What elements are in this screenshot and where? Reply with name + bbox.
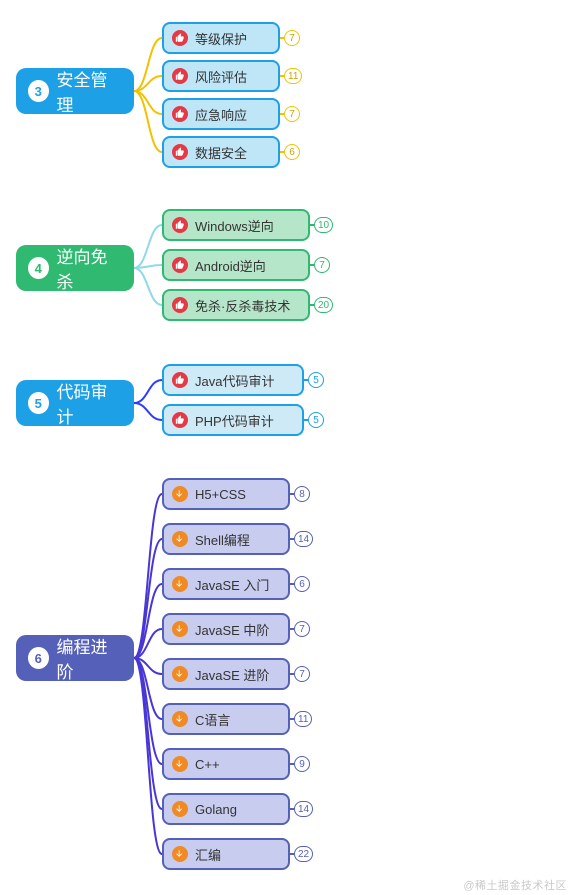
child-node[interactable]: Android逆向 [162,249,310,281]
arrow-up-icon [172,666,188,682]
child-node[interactable]: 汇编 [162,838,290,870]
child-label: JavaSE 入门 [195,575,269,594]
child-label: JavaSE 进阶 [195,665,269,684]
count-badge: 5 [308,412,324,428]
thumb-up-icon [172,297,188,313]
arrow-up-icon [172,756,188,772]
count-badge: 14 [294,801,313,817]
parent-label: 编程进阶 [57,633,120,683]
parent-number-badge: 6 [28,647,49,669]
child-label: H5+CSS [195,487,246,502]
child-node[interactable]: 免杀·反杀毒技术 [162,289,310,321]
child-node[interactable]: 等级保护 [162,22,280,54]
count-badge: 7 [294,666,310,682]
child-node[interactable]: JavaSE 入门 [162,568,290,600]
parent-node-g6[interactable]: 6 编程进阶 [16,635,134,681]
count-badge: 7 [284,106,300,122]
child-node[interactable]: Shell编程 [162,523,290,555]
child-node[interactable]: C语言 [162,703,290,735]
parent-number-badge: 4 [28,257,49,279]
parent-number-badge: 3 [28,80,49,102]
child-node[interactable]: 数据安全 [162,136,280,168]
count-badge: 9 [294,756,310,772]
count-badge: 22 [294,846,313,862]
count-badge: 11 [284,68,302,84]
thumb-up-icon [172,217,188,233]
parent-label: 逆向免杀 [57,243,120,293]
child-label: 汇编 [195,845,221,864]
arrow-up-icon [172,486,188,502]
child-node[interactable]: C++ [162,748,290,780]
parent-label: 安全管理 [57,66,120,116]
count-badge: 7 [294,621,310,637]
parent-node-g3[interactable]: 3 安全管理 [16,68,134,114]
child-node[interactable]: 应急响应 [162,98,280,130]
child-label: Golang [195,802,237,817]
child-label: 等级保护 [195,29,247,48]
count-badge: 8 [294,486,310,502]
count-badge: 11 [294,711,312,727]
child-label: Java代码审计 [195,371,274,390]
child-label: Shell编程 [195,530,250,549]
parent-label: 代码审计 [57,378,120,428]
child-label: C语言 [195,710,230,729]
child-label: 风险评估 [195,67,247,86]
child-node[interactable]: PHP代码审计 [162,404,304,436]
thumb-up-icon [172,106,188,122]
count-badge: 7 [284,30,300,46]
child-node[interactable]: JavaSE 进阶 [162,658,290,690]
thumb-up-icon [172,372,188,388]
count-badge: 14 [294,531,313,547]
child-label: 数据安全 [195,143,247,162]
child-label: 应急响应 [195,105,247,124]
thumb-up-icon [172,30,188,46]
count-badge: 5 [308,372,324,388]
count-badge: 6 [294,576,310,592]
parent-number-badge: 5 [28,392,49,414]
count-badge: 20 [314,297,333,313]
child-node[interactable]: Windows逆向 [162,209,310,241]
child-node[interactable]: JavaSE 中阶 [162,613,290,645]
mindmap-canvas: @稀土掘金技术社区 3 安全管理 等级保护 7 风险评估 11 应急响应 7 数据安全 6 4 逆向免… [0,0,573,895]
child-label: PHP代码审计 [195,411,274,430]
arrow-up-icon [172,576,188,592]
child-node[interactable]: H5+CSS [162,478,290,510]
child-label: JavaSE 中阶 [195,620,269,639]
thumb-up-icon [172,257,188,273]
count-badge: 10 [314,217,333,233]
arrow-up-icon [172,621,188,637]
child-label: Android逆向 [195,256,266,275]
child-node[interactable]: Golang [162,793,290,825]
child-label: 免杀·反杀毒技术 [195,296,290,315]
arrow-up-icon [172,801,188,817]
thumb-up-icon [172,68,188,84]
count-badge: 7 [314,257,330,273]
thumb-up-icon [172,144,188,160]
thumb-up-icon [172,412,188,428]
child-label: Windows逆向 [195,216,274,235]
watermark-text: @稀土掘金技术社区 [463,877,567,893]
arrow-up-icon [172,711,188,727]
arrow-up-icon [172,531,188,547]
parent-node-g4[interactable]: 4 逆向免杀 [16,245,134,291]
child-node[interactable]: 风险评估 [162,60,280,92]
parent-node-g5[interactable]: 5 代码审计 [16,380,134,426]
count-badge: 6 [284,144,300,160]
child-label: C++ [195,757,220,772]
child-node[interactable]: Java代码审计 [162,364,304,396]
arrow-up-icon [172,846,188,862]
